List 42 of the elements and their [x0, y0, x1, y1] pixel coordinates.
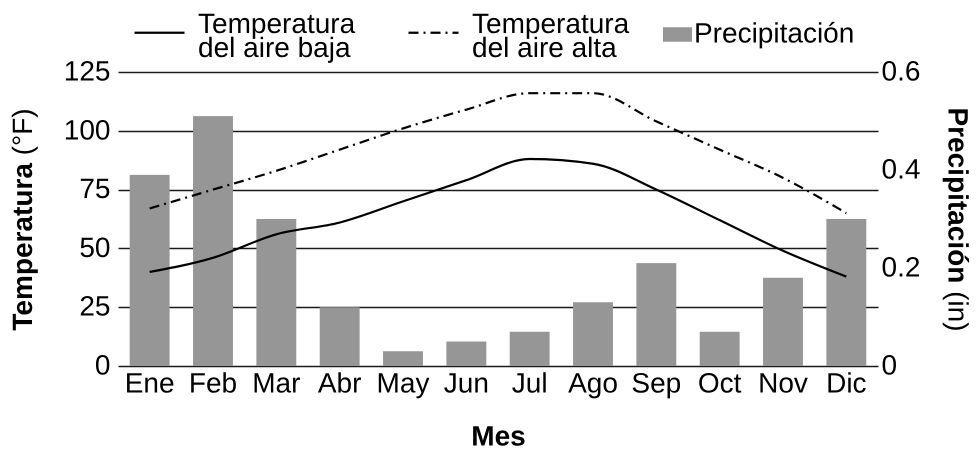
y-tick-label: 75: [79, 173, 110, 204]
bar: [383, 351, 423, 366]
x-axis-title: Mes: [471, 420, 526, 452]
x-tick-label: Abr: [318, 368, 362, 398]
legend-label: Precipitación: [694, 18, 854, 48]
line-series: [148, 92, 848, 214]
x-tick-label: Sep: [631, 368, 682, 398]
y-tick-label: 25: [79, 290, 110, 322]
legend-label: Temperatura del aire alta: [472, 8, 630, 63]
y-tick-label: 125: [64, 56, 110, 86]
bar: [510, 332, 550, 366]
x-tick-label: Nov: [758, 368, 808, 398]
bar: [320, 307, 360, 366]
x-tick-label: Jul: [512, 368, 548, 398]
x-tick-label: Ago: [568, 368, 618, 398]
y2-tick-label: 0.2: [882, 252, 920, 282]
bar: [826, 219, 866, 366]
bar: [700, 332, 740, 366]
y-axis-title: Temperatura (°F): [6, 108, 38, 331]
y-tick-label: 50: [79, 232, 110, 263]
bar: [573, 302, 613, 366]
bar: [763, 278, 803, 366]
x-tick-label: Oct: [698, 368, 742, 398]
y-tick-label: 100: [64, 114, 110, 146]
y2-tick-label: 0.4: [882, 154, 920, 184]
legend-label: Temperatura del aire baja: [198, 8, 356, 63]
y2-tick-label: 0.6: [882, 56, 920, 86]
bar: [130, 174, 170, 366]
y-tick-label: 0: [94, 350, 110, 380]
y2-tick-label: 0: [882, 350, 898, 380]
x-tick-label: Ene: [124, 368, 175, 398]
bar: [446, 342, 486, 366]
bar: [193, 116, 233, 366]
x-tick-label: Dic: [826, 368, 867, 398]
bar: [636, 263, 676, 366]
x-tick-label: May: [376, 368, 430, 398]
x-tick-label: Mar: [252, 368, 300, 398]
x-tick-label: Feb: [188, 368, 238, 398]
line-series: [148, 158, 848, 278]
bar: [256, 219, 296, 366]
y2-axis-title: Precipitación (in): [942, 107, 974, 332]
x-tick-label: Jun: [444, 368, 489, 398]
